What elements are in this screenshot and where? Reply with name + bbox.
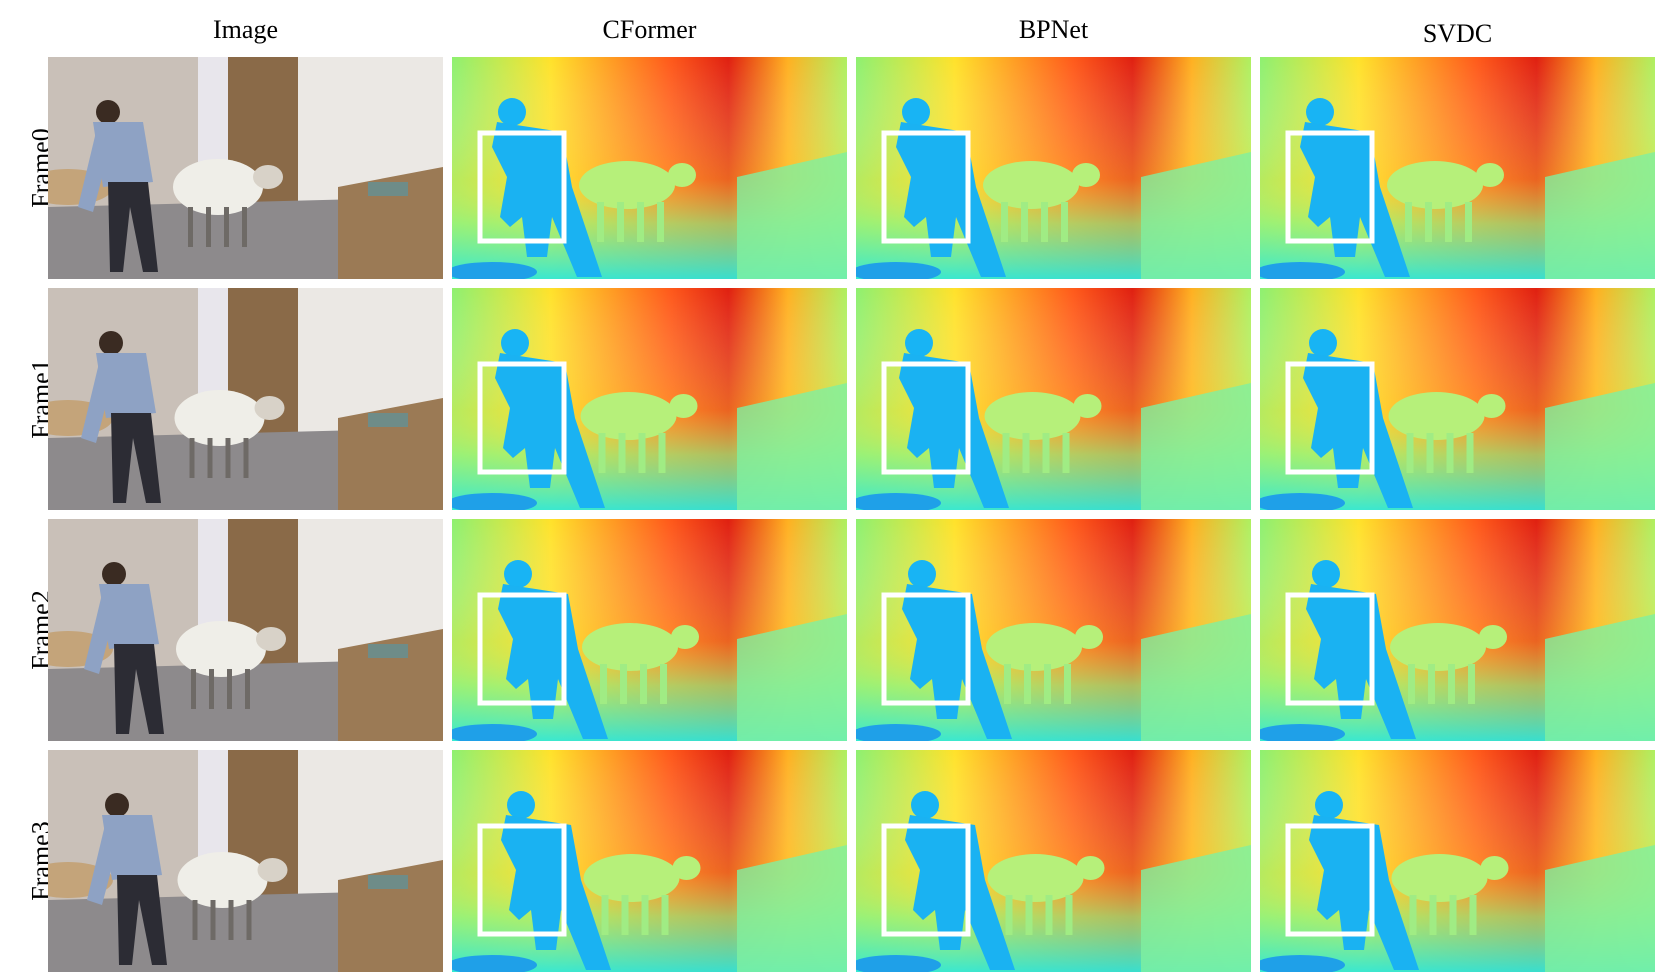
column-header-image: Image: [213, 15, 278, 44]
depth-map-cformer-frame0: [452, 57, 847, 279]
rgb-image-frame2: [48, 519, 443, 741]
row-label-frame1: Frame1: [26, 359, 56, 439]
column-header-cformer: CFormer: [602, 15, 697, 44]
row-label-frame2: Frame2: [26, 590, 56, 670]
row-label-frame3: Frame3: [26, 821, 56, 901]
depth-map-svdc-frame1: [1260, 288, 1655, 510]
depth-map-bpnet-frame0: [856, 57, 1251, 279]
depth-map-bpnet-frame2: [856, 519, 1251, 741]
depth-map-svdc-frame0: [1260, 57, 1655, 279]
column-header-svdc: SVDC: [1422, 19, 1493, 48]
row-label-frame0: Frame0: [26, 128, 56, 208]
depth-map-svdc-frame3: [1260, 750, 1655, 972]
column-header-bpnet: BPNet: [1018, 15, 1089, 44]
depth-map-bpnet-frame3: [856, 750, 1251, 972]
depth-map-cformer-frame3: [452, 750, 847, 972]
rgb-image-frame1: [48, 288, 443, 510]
rgb-image-frame3: [48, 750, 443, 972]
rgb-image-frame0: [48, 57, 443, 279]
depth-map-cformer-frame2: [452, 519, 847, 741]
depth-map-cformer-frame1: [452, 288, 847, 510]
depth-map-bpnet-frame1: [856, 288, 1251, 510]
depth-map-svdc-frame2: [1260, 519, 1655, 741]
